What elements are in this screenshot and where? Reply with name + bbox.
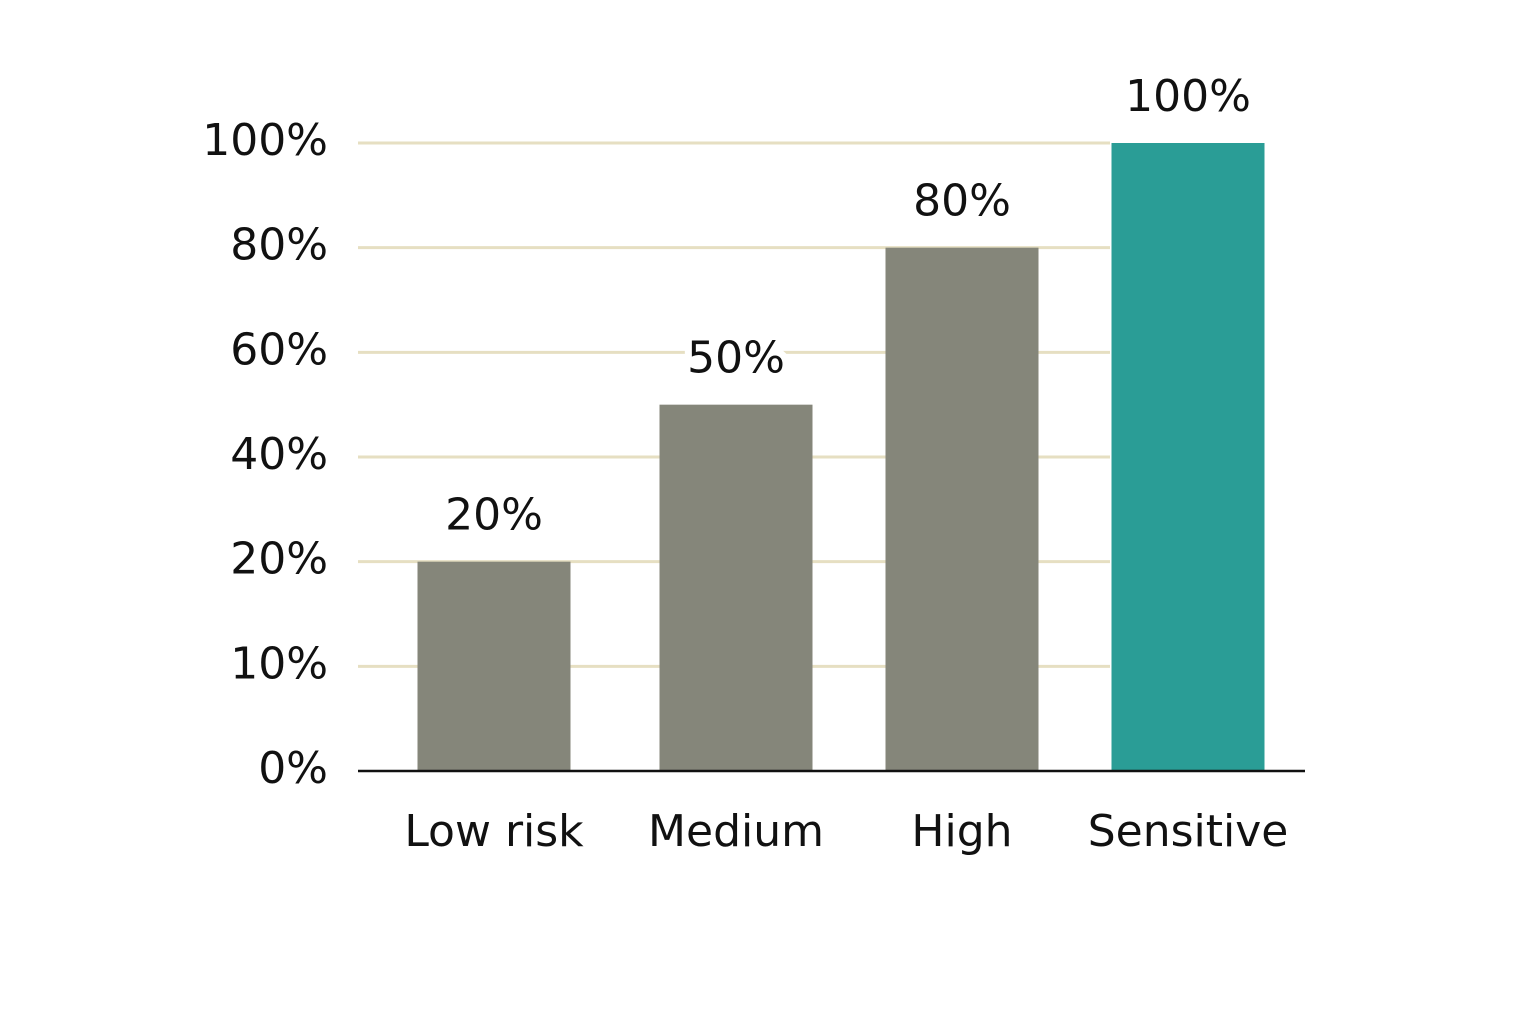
y-tick-label: 10% [230, 638, 328, 689]
y-tick-label: 80% [230, 220, 328, 271]
value-label: 100% [1125, 71, 1251, 122]
x-tick-label: Medium [648, 806, 824, 857]
bar [659, 404, 813, 771]
x-tick-label: Low risk [404, 806, 584, 857]
y-tick-label: 100% [202, 115, 328, 166]
y-tick-label: 20% [230, 534, 328, 585]
bar [417, 561, 571, 771]
bar [885, 247, 1039, 771]
y-tick-label: 0% [258, 743, 328, 794]
x-tick-label: Sensitive [1088, 806, 1289, 857]
y-tick-label: 60% [230, 324, 328, 375]
y-tick-label: 40% [230, 429, 328, 480]
value-label: 20% [445, 490, 543, 541]
x-tick-label: High [911, 806, 1012, 857]
bar [1111, 143, 1265, 771]
value-label: 50% [687, 333, 785, 384]
value-label: 80% [913, 176, 1011, 227]
